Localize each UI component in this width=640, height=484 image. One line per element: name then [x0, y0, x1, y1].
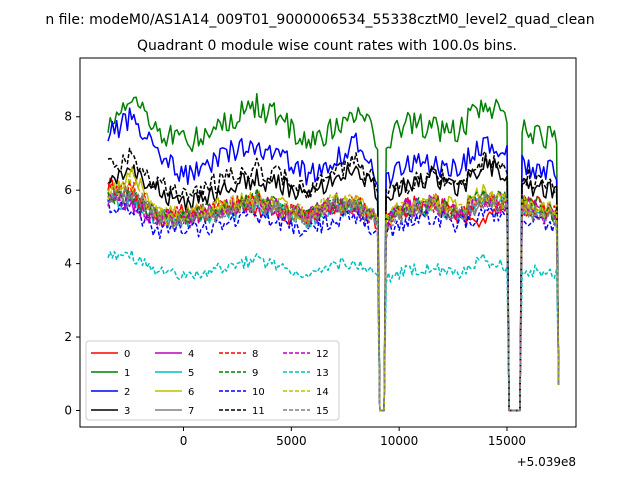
legend-box [85, 340, 340, 421]
legend-label-6: 6 [188, 387, 194, 398]
legend-label-2: 2 [124, 387, 130, 398]
legend-label-9: 9 [252, 368, 258, 379]
series-layer [107, 92, 560, 412]
y-tick-label: 2 [64, 330, 72, 344]
series-line-10 [107, 198, 560, 412]
legend-label-15: 15 [316, 406, 329, 417]
chart-title: Quadrant 0 module wise count rates with … [137, 38, 517, 54]
y-tick-label: 6 [64, 183, 72, 197]
series-line-3 [107, 154, 560, 412]
axes-layer: 0 5000 10000 15000 0 2 4 6 8 [64, 110, 526, 448]
legend-label-14: 14 [316, 387, 329, 398]
series-line-2 [107, 107, 560, 412]
legend-label-0: 0 [124, 349, 130, 360]
legend-label-3: 3 [124, 406, 130, 417]
x-tick-label: 5000 [276, 434, 307, 448]
legend-label-4: 4 [188, 349, 194, 360]
y-tick-label: 4 [64, 257, 72, 271]
chart-suptitle: n file: modeM0/AS1A14_009T01_9000006534_… [45, 12, 594, 28]
y-tick-label: 8 [64, 110, 72, 124]
series-line-7 [107, 185, 560, 412]
x-tick-label: 15000 [488, 434, 526, 448]
series-line-11 [107, 147, 560, 412]
series-line-15 [107, 185, 560, 412]
legend-label-1: 1 [124, 368, 130, 379]
series-line-1 [107, 92, 560, 412]
legend-label-11: 11 [252, 406, 265, 417]
y-tick-label: 0 [64, 403, 72, 417]
legend-label-10: 10 [252, 387, 265, 398]
legend-label-8: 8 [252, 349, 258, 360]
legend-label-12: 12 [316, 349, 329, 360]
x-offset-label: +5.039e8 [517, 455, 576, 469]
legend-label-13: 13 [316, 368, 329, 379]
legend-label-7: 7 [188, 406, 194, 417]
x-tick-label: 10000 [380, 434, 418, 448]
plot-frame [79, 57, 577, 428]
legend-label-5: 5 [188, 368, 194, 379]
x-tick-label: 0 [180, 434, 188, 448]
plot-area [79, 57, 577, 428]
series-line-13 [107, 249, 560, 412]
